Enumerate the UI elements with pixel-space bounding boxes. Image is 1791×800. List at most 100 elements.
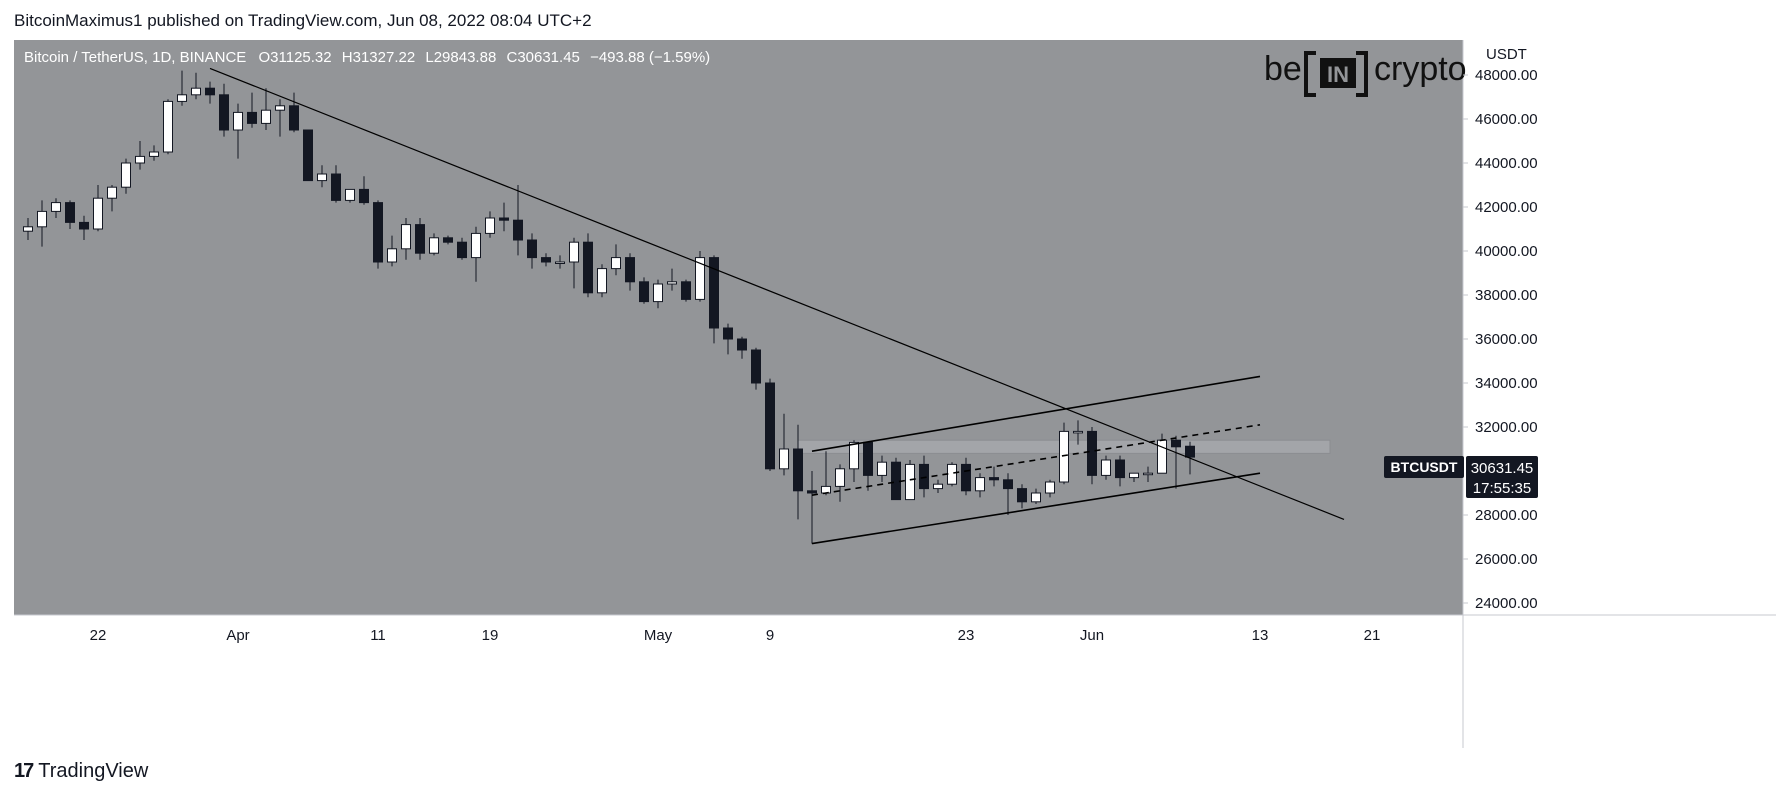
candles-layer [23, 70, 1195, 544]
last-price-value: 30631.45 [1471, 460, 1534, 477]
legend-open-value: 31125.32 [270, 49, 331, 66]
candle [233, 103, 243, 159]
candle [709, 255, 719, 344]
candle-body [541, 257, 551, 263]
candle [947, 462, 957, 487]
candle-body [23, 226, 33, 232]
candle-body [1143, 472, 1153, 476]
candle-body [709, 257, 719, 329]
candle [877, 455, 887, 482]
candle-body [387, 248, 397, 263]
price-tick-label: 26000.00 [1475, 551, 1538, 568]
candle [1073, 420, 1083, 445]
candle [443, 235, 453, 245]
legend-symbol: Bitcoin / TetherUS, 1D, BINANCE [24, 49, 246, 66]
candle [149, 145, 159, 161]
candle [513, 185, 523, 256]
footer-brand-text: TradingView [38, 760, 149, 782]
candle-body [737, 338, 747, 351]
legend-close-value: 30631.45 [517, 49, 580, 66]
price-tick-label: 38000.00 [1475, 287, 1538, 304]
candle-body [275, 105, 285, 111]
candle-body [583, 241, 593, 294]
price-axis-panel[interactable] [1463, 40, 1776, 615]
candle-body [191, 87, 201, 96]
legend-change: −493.88 (−1.59%) [590, 49, 710, 66]
candle-body [1185, 445, 1195, 458]
time-axis-ticks: 22 Apr 11 19 May 9 23 Jun 13 21 [90, 627, 1381, 644]
candle-body [1073, 430, 1083, 434]
candle [429, 233, 439, 256]
price-tick-label: 44000.00 [1475, 155, 1538, 172]
candle-body [681, 281, 691, 300]
candle-body [961, 463, 971, 492]
time-tick-label: 22 [90, 627, 107, 644]
price-tick-label: 34000.00 [1475, 375, 1538, 392]
candle [163, 99, 173, 155]
candle [387, 235, 397, 267]
candle-body [205, 87, 215, 96]
symbol-tag-label: BTCUSDT [1391, 459, 1458, 475]
trendline-channel-midline [811, 424, 1261, 496]
symbol-tag: BTCUSDT [1384, 456, 1464, 478]
candle-body [835, 468, 845, 487]
candle [989, 466, 999, 487]
candle [359, 176, 369, 205]
candle-body [947, 463, 957, 485]
candle-body [1115, 459, 1125, 479]
candle-body [807, 490, 817, 494]
candle-body [443, 237, 453, 243]
candle [93, 185, 103, 232]
candle [807, 471, 817, 544]
price-tick-label: 42000.00 [1475, 199, 1538, 216]
candle [219, 83, 229, 137]
candle-body [849, 441, 859, 470]
candle-body [121, 162, 131, 188]
candle-body [1087, 430, 1097, 476]
candle [765, 378, 775, 471]
time-tick-label: Jun [1080, 627, 1104, 644]
tradingview-logo-icon: 17 [14, 760, 34, 782]
candle [471, 226, 481, 282]
time-axis-panel[interactable] [14, 615, 1776, 748]
candle [317, 165, 327, 188]
candle-body [1017, 488, 1027, 503]
ohlc-legend: Bitcoin / TetherUS, 1D, BINANCE O31125.3… [24, 49, 710, 66]
candle-body [751, 349, 761, 384]
candle-body [149, 151, 159, 157]
candle-body [569, 241, 579, 263]
candle-body [765, 382, 775, 470]
candle-body [933, 483, 943, 490]
beincrypto-logo: be IN crypto [1264, 50, 1467, 97]
candle [1017, 484, 1027, 509]
candle [275, 99, 285, 137]
candle-body [93, 197, 103, 230]
candle [933, 479, 943, 493]
trendline-channel-upper [811, 375, 1261, 452]
candle [485, 211, 495, 238]
candle-body [1129, 472, 1139, 479]
price-tick-label: 32000.00 [1475, 419, 1538, 436]
price-axis-currency: USDT [1486, 46, 1527, 63]
candle-body [555, 261, 565, 264]
candle-body [219, 94, 229, 131]
price-tick-label: 28000.00 [1475, 507, 1538, 524]
price-chart[interactable]: Bitcoin / TetherUS, 1D, BINANCE O31125.3… [14, 40, 1776, 748]
candle-body [373, 202, 383, 263]
candle-body [779, 448, 789, 470]
time-tick-label: 9 [766, 627, 774, 644]
candle [37, 200, 47, 247]
candle [1031, 488, 1041, 504]
publish-attribution: BitcoinMaximus1 published on TradingView… [14, 11, 592, 30]
legend-open-label: O [258, 49, 270, 66]
legend-close-label: C [506, 49, 517, 66]
candle [751, 347, 761, 390]
candle-body [499, 217, 509, 221]
trendline-channel-lower [811, 472, 1261, 545]
candle-body [233, 111, 243, 131]
candle-body [527, 239, 537, 259]
last-price-tag: 30631.45 17:55:35 [1466, 456, 1538, 498]
candle [51, 198, 61, 218]
footer-brand[interactable]: 17 TradingView [14, 760, 148, 783]
price-tick-label: 24000.00 [1475, 595, 1538, 612]
